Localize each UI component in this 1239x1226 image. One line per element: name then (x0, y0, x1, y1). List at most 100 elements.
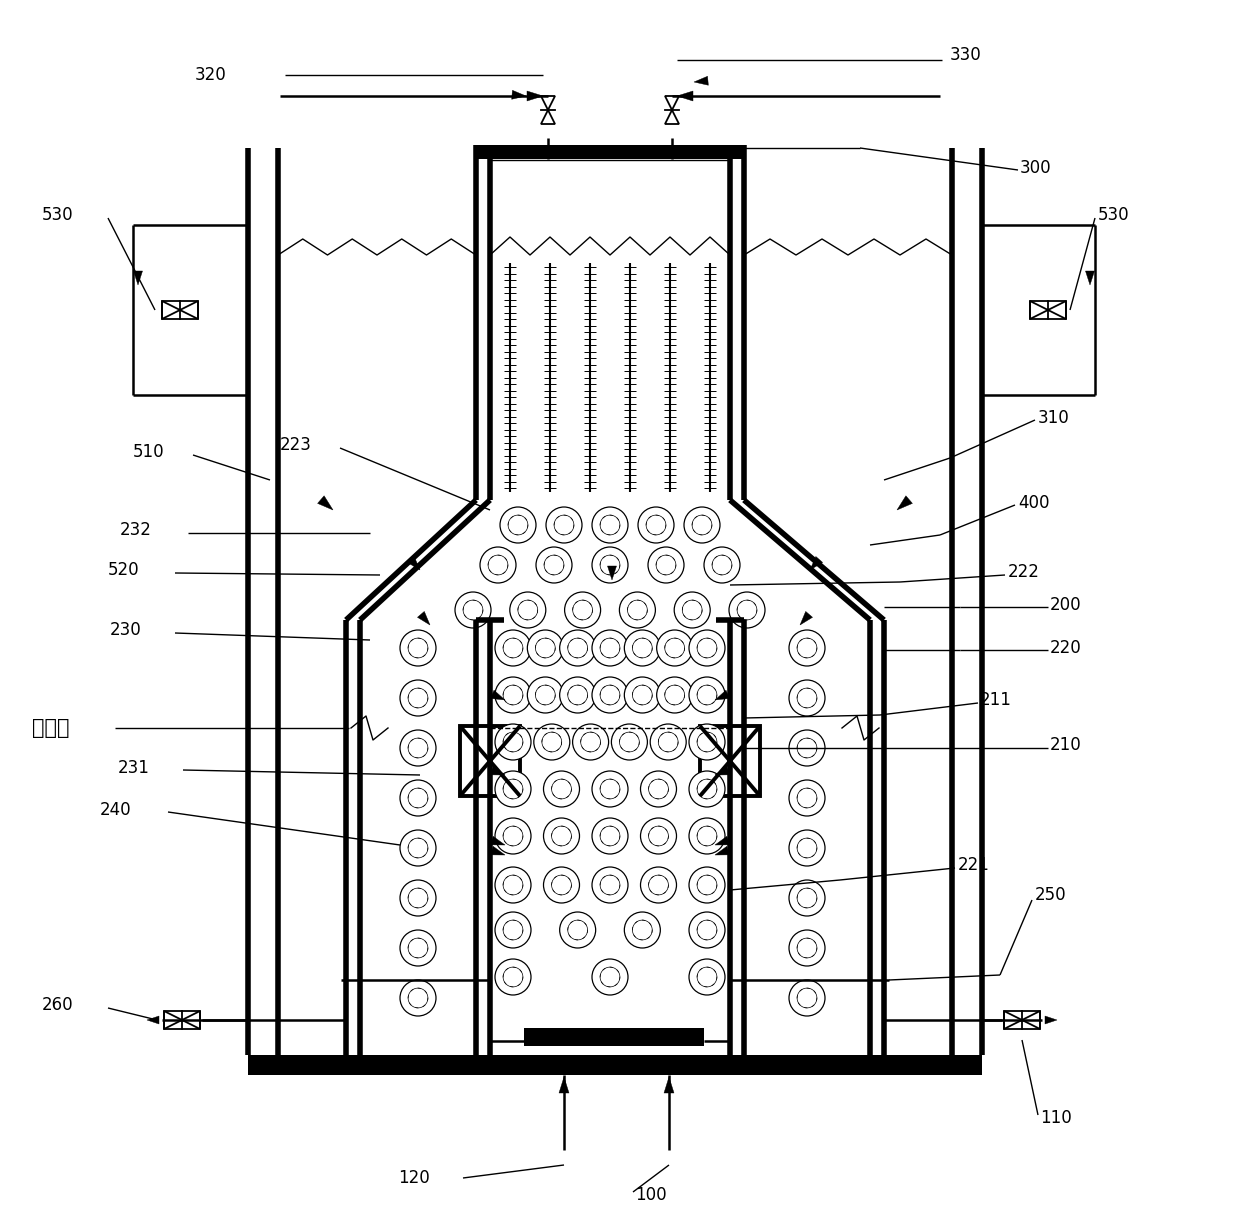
Bar (476, 145, 743, 159)
Circle shape (560, 630, 596, 666)
Circle shape (641, 867, 676, 904)
Polygon shape (665, 96, 679, 110)
Circle shape (534, 725, 570, 760)
Circle shape (689, 725, 725, 760)
Circle shape (657, 630, 693, 666)
Polygon shape (164, 1011, 182, 1029)
Circle shape (624, 912, 660, 948)
Bar (1004, 1011, 1040, 1029)
Circle shape (560, 912, 596, 948)
Circle shape (624, 630, 660, 666)
Circle shape (657, 677, 693, 714)
Text: 232: 232 (120, 521, 152, 539)
Bar (248, 1056, 983, 1075)
Text: 221: 221 (958, 856, 990, 874)
Circle shape (501, 508, 536, 543)
Bar (524, 1027, 704, 1046)
Polygon shape (317, 495, 333, 510)
Polygon shape (418, 612, 430, 625)
Bar (460, 726, 520, 796)
Polygon shape (491, 690, 506, 700)
Text: 250: 250 (1035, 886, 1067, 904)
Polygon shape (1048, 302, 1066, 319)
Text: 231: 231 (118, 759, 150, 777)
Circle shape (689, 912, 725, 948)
Text: 120: 120 (398, 1170, 430, 1187)
Text: 200: 200 (1049, 596, 1082, 614)
Circle shape (496, 677, 532, 714)
Text: 310: 310 (1038, 409, 1069, 427)
Circle shape (789, 680, 825, 716)
Text: 400: 400 (1018, 494, 1049, 512)
Bar (700, 726, 760, 796)
Polygon shape (182, 1011, 199, 1029)
Circle shape (704, 547, 740, 584)
Polygon shape (715, 690, 730, 700)
Polygon shape (541, 110, 555, 124)
Circle shape (544, 867, 580, 904)
Circle shape (789, 980, 825, 1016)
Circle shape (455, 592, 491, 628)
Bar (162, 302, 198, 319)
Text: 220: 220 (1049, 639, 1082, 657)
Circle shape (528, 630, 564, 666)
Circle shape (789, 630, 825, 666)
Text: 300: 300 (1020, 159, 1052, 177)
Polygon shape (559, 1076, 569, 1094)
Circle shape (689, 771, 725, 807)
Circle shape (496, 867, 532, 904)
Circle shape (789, 780, 825, 817)
Circle shape (674, 592, 710, 628)
Bar (164, 1011, 199, 1029)
Circle shape (689, 677, 725, 714)
Circle shape (496, 959, 532, 996)
Polygon shape (715, 836, 730, 845)
Text: 530: 530 (42, 206, 73, 224)
Polygon shape (607, 566, 617, 580)
Circle shape (789, 729, 825, 766)
Circle shape (592, 508, 628, 543)
Circle shape (789, 931, 825, 966)
Circle shape (650, 725, 686, 760)
Circle shape (592, 867, 628, 904)
Circle shape (496, 912, 532, 948)
Circle shape (400, 830, 436, 866)
Circle shape (592, 547, 628, 584)
Polygon shape (180, 302, 198, 319)
Polygon shape (800, 612, 813, 625)
Circle shape (624, 677, 660, 714)
Circle shape (592, 771, 628, 807)
Circle shape (648, 547, 684, 584)
Circle shape (496, 771, 532, 807)
Polygon shape (512, 91, 527, 99)
Polygon shape (491, 836, 506, 845)
Polygon shape (665, 110, 679, 124)
Text: 230: 230 (110, 622, 141, 639)
Polygon shape (162, 302, 180, 319)
Polygon shape (527, 91, 543, 101)
Polygon shape (1030, 302, 1048, 319)
Polygon shape (147, 1016, 159, 1024)
Circle shape (546, 508, 582, 543)
Circle shape (496, 725, 532, 760)
Circle shape (689, 867, 725, 904)
Circle shape (638, 508, 674, 543)
Text: 520: 520 (108, 562, 140, 579)
Circle shape (496, 630, 532, 666)
Bar (1030, 302, 1066, 319)
Polygon shape (491, 766, 506, 775)
Circle shape (689, 818, 725, 855)
Circle shape (479, 547, 515, 584)
Circle shape (592, 630, 628, 666)
Circle shape (641, 771, 676, 807)
Polygon shape (1004, 1011, 1022, 1029)
Polygon shape (1044, 1016, 1057, 1024)
Text: 510: 510 (133, 443, 165, 461)
Polygon shape (408, 557, 420, 570)
Polygon shape (810, 557, 823, 570)
Text: 240: 240 (100, 801, 131, 819)
Text: 260: 260 (42, 996, 73, 1014)
Circle shape (620, 592, 655, 628)
Circle shape (536, 547, 572, 584)
Text: 330: 330 (950, 47, 981, 64)
